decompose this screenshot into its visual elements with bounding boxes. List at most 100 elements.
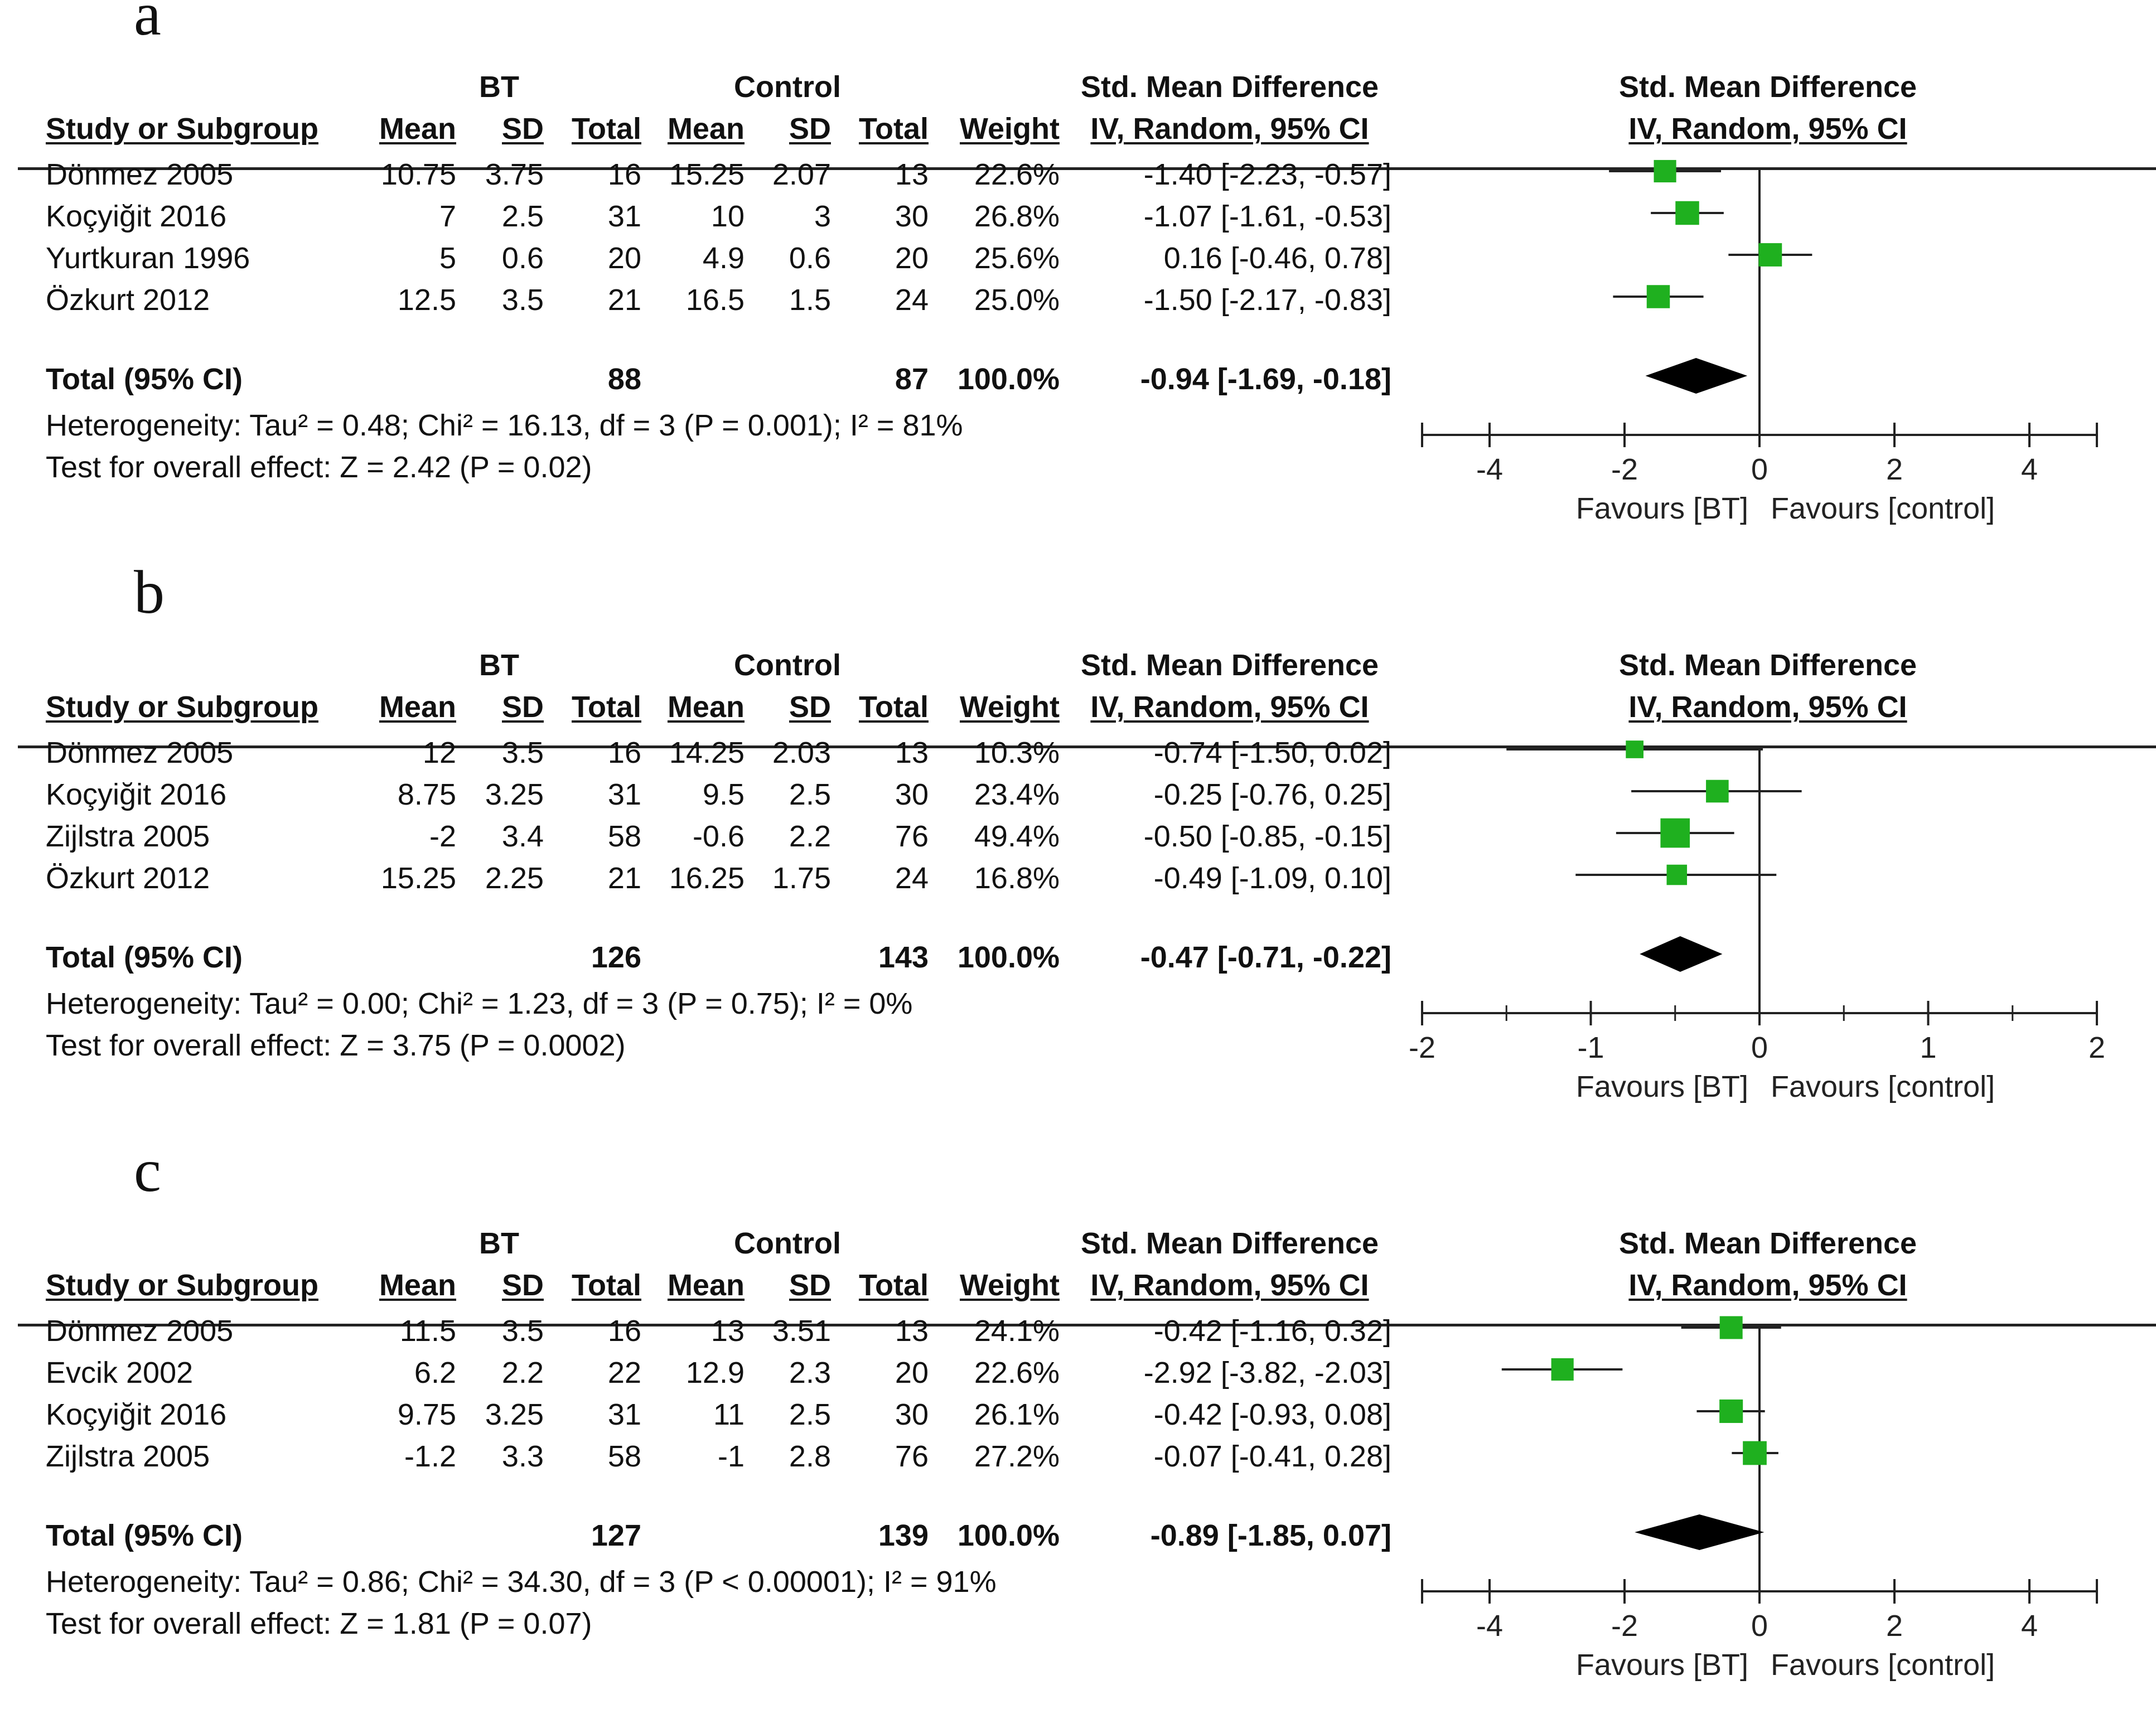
column-header-bt-mean: Mean bbox=[379, 1268, 456, 1302]
column-header-control-mean: Mean bbox=[667, 690, 745, 724]
total-label: Total (95% CI) bbox=[46, 1519, 243, 1552]
smd-header: Std. Mean Difference bbox=[1080, 1227, 1379, 1260]
cell-bt-mean: 12.5 bbox=[397, 283, 456, 317]
x-tick-label: -2 bbox=[1409, 1031, 1435, 1064]
header-divider bbox=[18, 167, 2156, 170]
column-header-method: IV, Random, 95% CI bbox=[1090, 690, 1369, 724]
cell-control-mean: 11 bbox=[713, 1398, 745, 1431]
study-name: Özkurt 2012 bbox=[46, 861, 210, 895]
x-tick-label: 0 bbox=[1751, 453, 1768, 486]
cell-bt-sd: 3.4 bbox=[501, 820, 544, 853]
cell-effect-ci: -0.42 [-0.93, 0.08] bbox=[1153, 1398, 1391, 1431]
heterogeneity-text: Heterogeneity: Tau² = 0.48; Chi² = 16.13… bbox=[46, 409, 963, 442]
cell-control-sd: 2.03 bbox=[772, 736, 831, 769]
cell-bt-sd: 0.6 bbox=[501, 241, 544, 275]
cell-control-mean: 16.5 bbox=[685, 283, 745, 317]
cell-effect-ci: 0.16 [-0.46, 0.78] bbox=[1163, 241, 1391, 275]
cell-control-total: 30 bbox=[895, 778, 929, 811]
cell-weight: 27.2% bbox=[974, 1440, 1060, 1473]
forest-plot: -4 -2 0 2 4 Favours [BT] Favours [control] bbox=[1421, 159, 2098, 525]
favours-left-label: Favours [BT] bbox=[1576, 1070, 1748, 1103]
x-tick-label: 2 bbox=[2089, 1031, 2105, 1064]
cell-control-total: 13 bbox=[895, 1314, 929, 1348]
study-marker bbox=[1666, 864, 1688, 885]
study-name: Dönmez 2005 bbox=[46, 158, 234, 191]
cell-control-total: 24 bbox=[895, 283, 929, 317]
cell-bt-total: 16 bbox=[607, 736, 641, 769]
plot-header: Std. Mean Difference bbox=[1618, 1227, 1917, 1260]
x-tick-label: -4 bbox=[1476, 453, 1503, 486]
favours-right-label: Favours [control] bbox=[1771, 492, 1995, 525]
total-control: 139 bbox=[878, 1519, 929, 1552]
total-control: 87 bbox=[895, 362, 929, 396]
cell-bt-sd: 3.25 bbox=[485, 1398, 544, 1431]
x-tick-label: 4 bbox=[2021, 453, 2038, 486]
column-header-bt-mean: Mean bbox=[379, 112, 456, 146]
cell-bt-mean: 15.25 bbox=[380, 861, 456, 895]
overall-effect-text: Test for overall effect: Z = 2.42 (P = 0… bbox=[46, 451, 592, 484]
x-tick-label: 2 bbox=[1886, 1609, 1903, 1643]
column-header-bt-total: Total bbox=[572, 1268, 641, 1302]
cell-weight: 26.1% bbox=[974, 1398, 1060, 1431]
forest-plot: -4 -2 0 2 4 Favours [BT] Favours [control] bbox=[1421, 1316, 2098, 1682]
cell-weight: 22.6% bbox=[974, 1356, 1060, 1389]
cell-weight: 26.8% bbox=[974, 200, 1060, 233]
x-tick-label: 4 bbox=[2021, 1609, 2038, 1643]
x-tick-label: 0 bbox=[1751, 1031, 1768, 1064]
column-header-weight: Weight bbox=[960, 112, 1060, 146]
cell-bt-total: 16 bbox=[607, 158, 641, 191]
cell-weight: 25.0% bbox=[974, 283, 1060, 317]
cell-bt-sd: 3.5 bbox=[501, 736, 544, 769]
cell-effect-ci: -1.07 [-1.61, -0.53] bbox=[1143, 200, 1391, 233]
cell-control-total: 30 bbox=[895, 200, 929, 233]
cell-control-total: 13 bbox=[895, 158, 929, 191]
study-marker bbox=[1719, 1316, 1743, 1339]
cell-bt-sd: 2.2 bbox=[501, 1356, 544, 1389]
favours-left-label: Favours [BT] bbox=[1576, 492, 1748, 525]
study-marker bbox=[1660, 818, 1690, 848]
x-tick-label: 1 bbox=[1920, 1031, 1936, 1064]
study-name: Koçyiğit 2016 bbox=[46, 1398, 227, 1431]
total-weight: 100.0% bbox=[957, 362, 1060, 396]
column-header-weight: Weight bbox=[960, 1268, 1060, 1302]
cell-bt-total: 21 bbox=[607, 283, 641, 317]
cell-bt-total: 22 bbox=[607, 1356, 641, 1389]
cell-weight: 23.4% bbox=[974, 778, 1060, 811]
overall-effect-text: Test for overall effect: Z = 1.81 (P = 0… bbox=[46, 1607, 592, 1640]
pooled-diamond bbox=[1640, 936, 1723, 972]
total-bt: 88 bbox=[607, 362, 641, 396]
total-bt: 127 bbox=[591, 1519, 641, 1552]
column-header-bt-sd: SD bbox=[501, 690, 544, 724]
cell-control-sd: 2.5 bbox=[789, 778, 831, 811]
study-name: Dönmez 2005 bbox=[46, 736, 234, 769]
cell-bt-total: 58 bbox=[607, 820, 641, 853]
cell-effect-ci: -0.25 [-0.76, 0.25] bbox=[1153, 778, 1391, 811]
cell-control-total: 20 bbox=[895, 1356, 929, 1389]
cell-bt-sd: 2.5 bbox=[501, 200, 544, 233]
forest-panel-c: c BT Control Std. Mean Difference Std. Mean … bbox=[0, 1140, 2156, 1714]
cell-bt-mean: 6.2 bbox=[414, 1356, 456, 1389]
cell-control-total: 24 bbox=[895, 861, 929, 895]
cell-control-mean: 16.25 bbox=[669, 861, 745, 895]
group-header-control: Control bbox=[734, 70, 841, 104]
cell-effect-ci: -0.50 [-0.85, -0.15] bbox=[1143, 820, 1391, 853]
column-header-control-sd: SD bbox=[789, 112, 831, 146]
favours-left-label: Favours [BT] bbox=[1576, 1648, 1748, 1682]
total-bt: 126 bbox=[591, 941, 641, 974]
pooled-diamond bbox=[1635, 1514, 1765, 1550]
total-weight: 100.0% bbox=[957, 1519, 1060, 1552]
cell-control-mean: 14.25 bbox=[669, 736, 745, 769]
plot-header: Std. Mean Difference bbox=[1618, 648, 1917, 682]
panel-letter: c bbox=[134, 1136, 161, 1204]
cell-bt-sd: 3.75 bbox=[485, 158, 544, 191]
plot-method-header: IV, Random, 95% CI bbox=[1628, 112, 1907, 146]
column-header-control-mean: Mean bbox=[667, 112, 745, 146]
cell-control-sd: 2.07 bbox=[772, 158, 831, 191]
cell-control-mean: 9.5 bbox=[702, 778, 745, 811]
favours-right-label: Favours [control] bbox=[1771, 1070, 1995, 1103]
cell-bt-total: 21 bbox=[607, 861, 641, 895]
plot-method-header: IV, Random, 95% CI bbox=[1628, 690, 1907, 724]
column-header-control-total: Total bbox=[859, 690, 929, 724]
column-header-bt-total: Total bbox=[572, 690, 641, 724]
cell-effect-ci: -0.74 [-1.50, 0.02] bbox=[1153, 736, 1391, 769]
